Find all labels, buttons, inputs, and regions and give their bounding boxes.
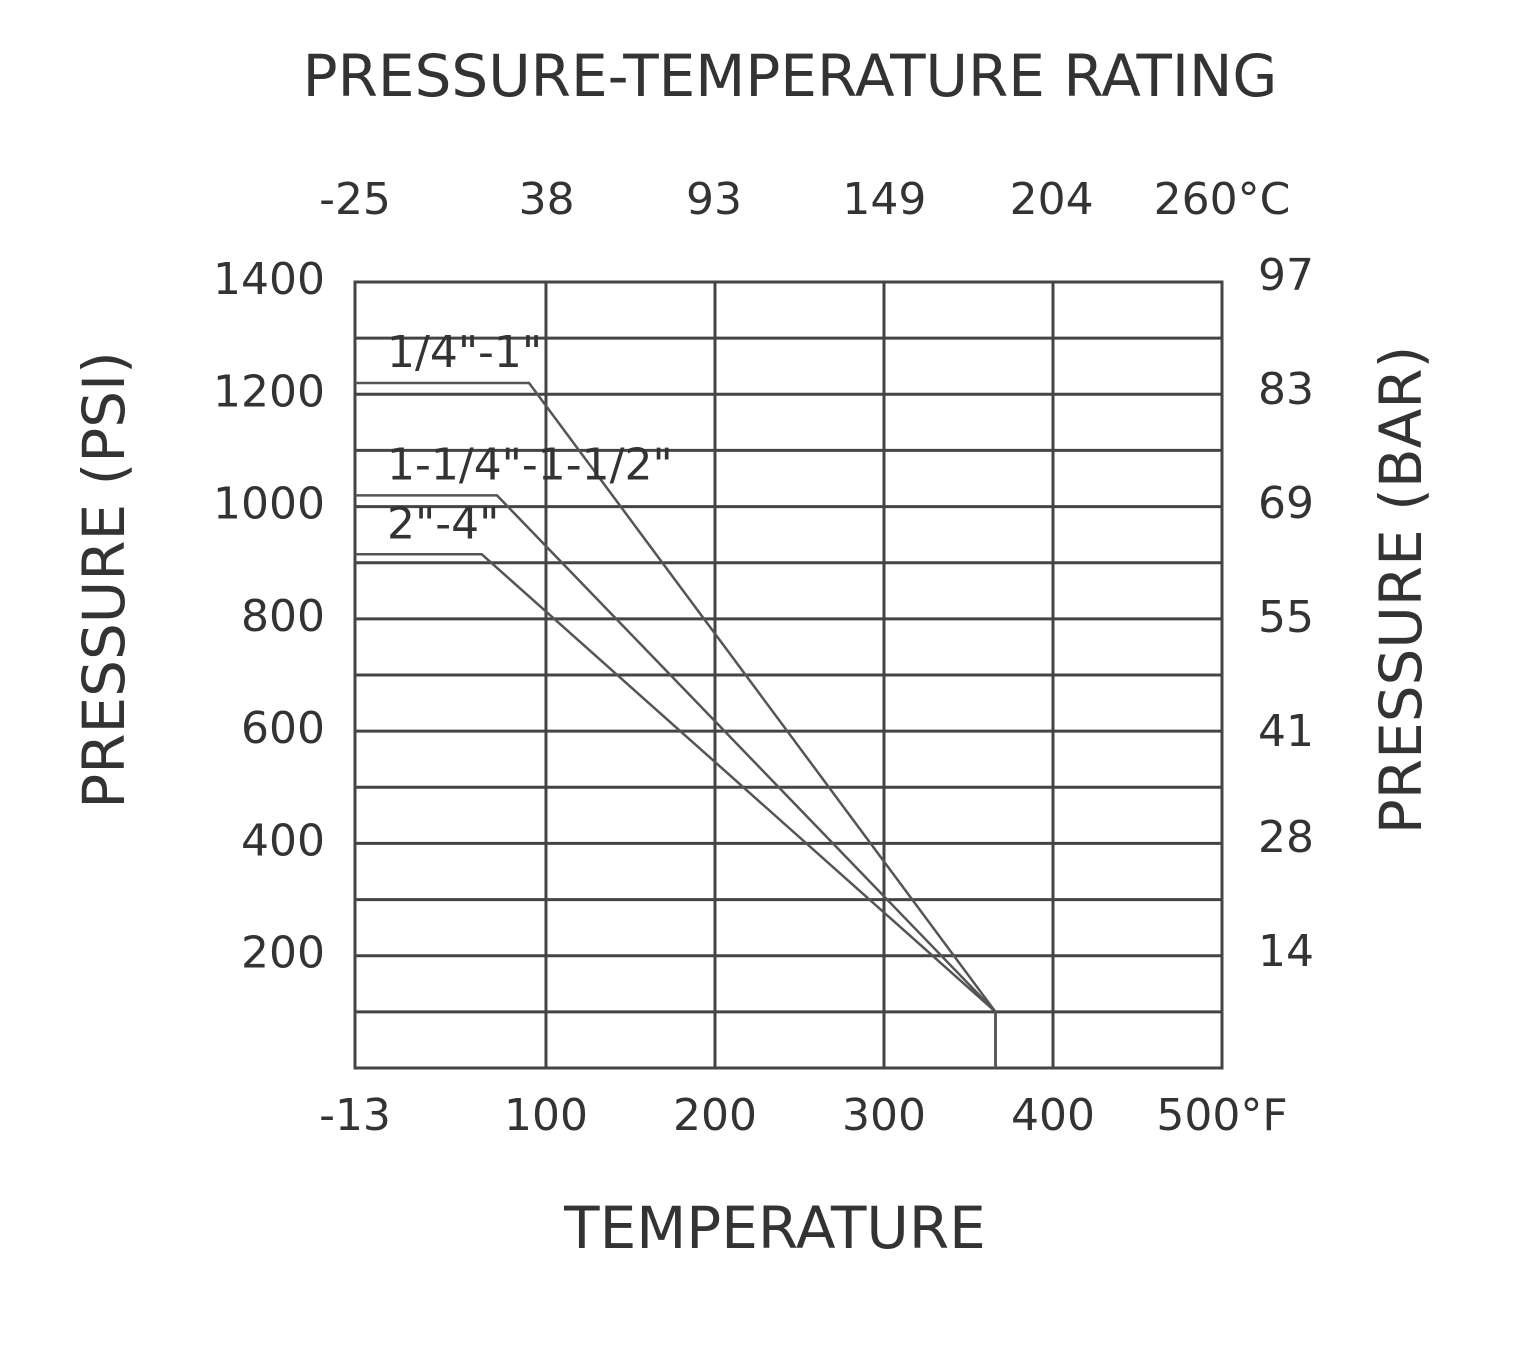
x-tick-label: 100 <box>504 1090 588 1141</box>
y2-axis-title: PRESSURE (BAR) <box>1367 346 1435 834</box>
y-tick-label: 800 <box>241 591 325 642</box>
y2-tick-label: 28 <box>1258 812 1314 863</box>
x-tick-label: 500°F <box>1156 1090 1287 1141</box>
x-tick-label: 300 <box>842 1090 926 1141</box>
y2-tick-label: 14 <box>1258 926 1314 977</box>
y2-tick-label: 69 <box>1258 478 1314 529</box>
y2-tick-label: 83 <box>1258 364 1314 415</box>
chart-title: PRESSURE-TEMPERATURE RATING <box>303 42 1278 110</box>
y2-tick-label: 97 <box>1258 250 1314 301</box>
y-tick-label: 600 <box>241 703 325 754</box>
x2-tick-label: 149 <box>842 174 926 225</box>
series-label: 1/4"-1" <box>387 327 542 378</box>
y-tick-label: 1200 <box>213 366 325 417</box>
y-tick-label: 1400 <box>213 254 325 305</box>
x2-tick-label: 38 <box>519 174 575 225</box>
series-label: 1-1/4"-1-1/2" <box>387 439 673 490</box>
y-tick-label: 1000 <box>213 479 325 530</box>
x-tick-label: -13 <box>319 1090 391 1141</box>
y-tick-label: 400 <box>241 815 325 866</box>
series-label: 2"-4" <box>387 498 499 549</box>
x-tick-label: 400 <box>1011 1090 1095 1141</box>
x2-tick-label: 93 <box>686 174 742 225</box>
y-tick-label: 200 <box>241 928 325 979</box>
x2-tick-label: 204 <box>1010 174 1094 225</box>
x-axis-title: TEMPERATURE <box>563 1194 986 1262</box>
y2-tick-label: 41 <box>1258 706 1314 757</box>
x-tick-label: 200 <box>673 1090 757 1141</box>
x2-tick-label: -25 <box>319 174 391 225</box>
y2-tick-label: 55 <box>1258 592 1314 643</box>
series-line <box>355 553 997 1068</box>
y-axis-title: PRESSURE (PSI) <box>70 351 138 809</box>
x2-tick-label: 260°C <box>1154 174 1291 225</box>
